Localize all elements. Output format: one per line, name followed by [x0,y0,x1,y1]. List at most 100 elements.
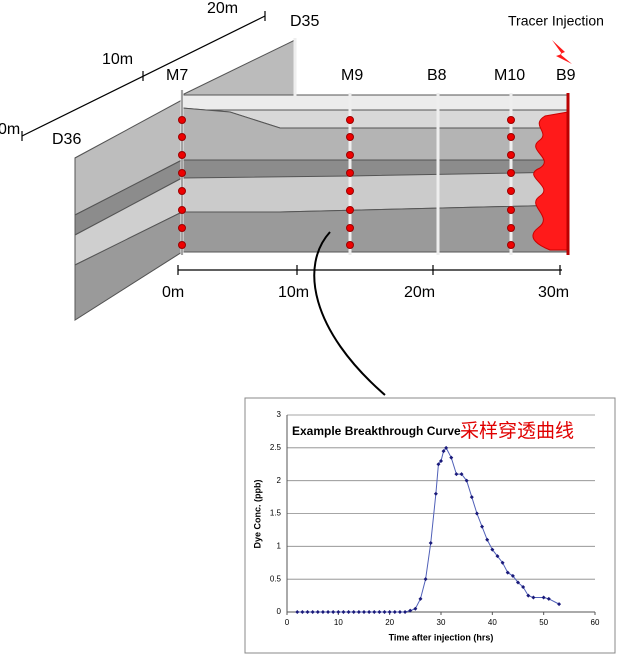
data-point [295,610,300,614]
data-point [408,608,413,613]
data-point [320,610,325,614]
x-tick-label: 40 [488,618,497,627]
bottom-scale [177,265,562,275]
scale-label: 20m [404,284,435,301]
sample-dot [346,241,354,249]
data-point [423,577,428,582]
data-point [485,537,490,542]
y-axis-title: Dye Conc. (ppb) [252,479,262,548]
sample-dot [507,224,515,232]
sample-dot [346,206,354,214]
sample-dot [346,187,354,195]
data-point [331,610,336,614]
x-tick-label: 30 [437,618,446,627]
data-point [418,596,423,601]
data-point [541,595,546,600]
chart-title: Example Breakthrough Curve [292,424,461,438]
x-tick-label: 20 [385,618,394,627]
sample-dot [507,206,515,214]
sample-points [178,116,515,249]
scale-label: 10m [102,51,133,68]
data-point [428,541,433,546]
data-point [367,610,372,614]
y-tick-label: 1 [277,541,282,550]
data-point [546,596,551,601]
data-point [397,610,402,614]
scale-label: 0m [0,121,20,138]
sample-dot [346,133,354,141]
data-point [505,570,510,575]
data-point [372,610,377,614]
sample-dot [507,169,515,177]
x-tick-label: 10 [334,618,343,627]
chart-frame [244,397,616,654]
data-point [495,554,500,559]
well-label: M10 [494,67,525,84]
data-point [433,491,438,496]
data-point [474,511,479,516]
data-point [510,573,515,578]
well-label: M7 [166,67,188,84]
sample-dot [507,116,515,124]
y-tick-label: 0.5 [270,574,282,583]
sample-dot [507,187,515,195]
data-point [464,478,469,483]
y-tick-label: 1.5 [270,509,282,518]
data-point [516,580,520,585]
scale-label: 30m [538,284,569,301]
sample-dot [178,133,186,141]
sample-dot [346,151,354,159]
injection-label: Tracer Injection [508,13,604,29]
data-point [531,595,536,600]
data-point [356,610,361,614]
data-point [403,610,408,614]
data-point [310,610,315,614]
x-tick-label: 50 [539,618,548,627]
well-label: B8 [427,67,447,84]
data-point [500,560,505,565]
y-tick-label: 2 [277,476,282,485]
data-point [300,610,305,614]
data-point [392,610,397,614]
plot: 00.511.522.530 10 20 30 40 50 60 [270,410,600,627]
data-point [439,458,443,463]
well-label: D36 [52,131,81,148]
sample-dot [346,169,354,177]
data-point [436,462,441,467]
data-point [305,610,310,614]
chart-subtitle: 采样穿透曲线 [460,420,574,442]
data-point [341,610,346,614]
data-point [382,610,387,614]
data-point [557,602,562,607]
data-point [444,445,449,450]
scale-label: 20m [207,0,238,17]
tracer-plume [532,111,569,251]
well-label: M9 [341,67,363,84]
data-point [449,455,454,460]
sample-dot [507,133,515,141]
sample-dot [178,241,186,249]
data-point [480,524,485,529]
data-point [413,606,418,611]
sample-dot [178,224,186,232]
y-tick-label: 2.5 [270,443,282,452]
perspective-scale [21,11,266,141]
scale-label: 0m [162,284,184,301]
data-point [521,585,526,590]
sample-dot [507,241,515,249]
connector [313,231,386,396]
sample-dot [346,116,354,124]
well-label: D35 [290,13,319,30]
data-point [526,593,531,598]
sample-dot [178,151,186,159]
injection-bolt [552,40,572,64]
data-point [377,610,382,614]
data-point [351,610,356,614]
x-tick-label: 0 [285,618,290,627]
x-tick-label: 60 [591,618,600,627]
data-point [315,610,320,614]
well-label: B9 [556,67,576,84]
scale-label: 10m [278,284,309,301]
